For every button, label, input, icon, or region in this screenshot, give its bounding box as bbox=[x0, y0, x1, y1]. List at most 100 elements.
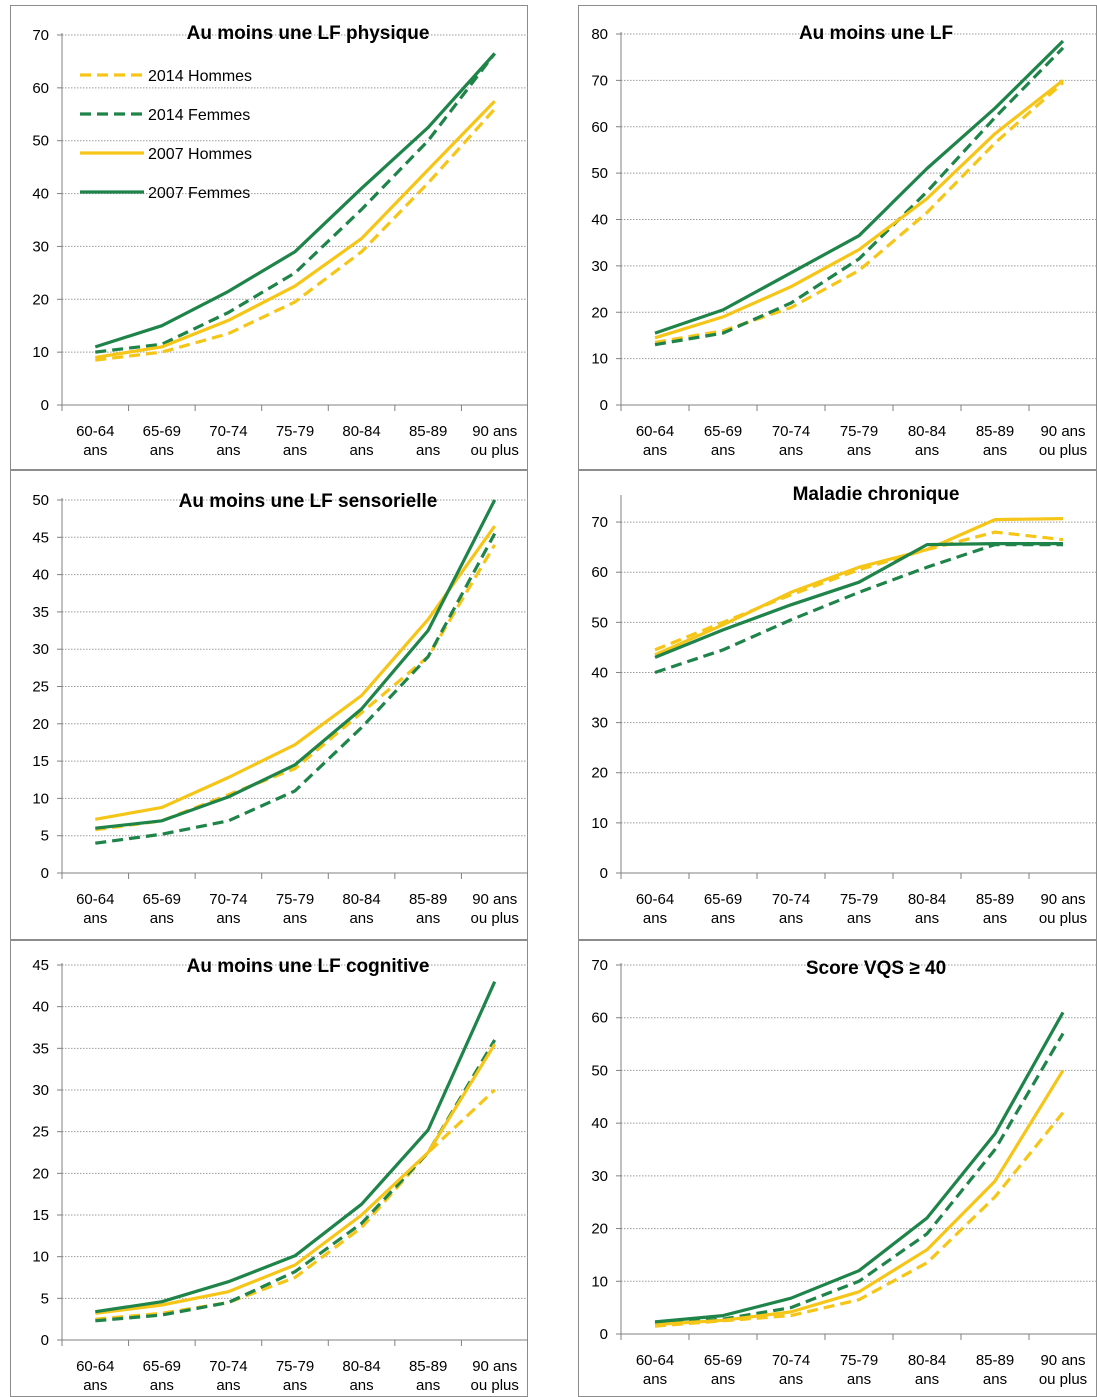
y-tick-label: 40 bbox=[32, 999, 49, 1016]
x-tick-label: 85-89 ans bbox=[976, 891, 1014, 927]
x-tick-label-line: ans bbox=[416, 910, 440, 927]
y-tick-label: 0 bbox=[41, 1332, 49, 1349]
x-tick-label: 65-69 ans bbox=[704, 1352, 742, 1388]
y-tick-label: 0 bbox=[600, 865, 608, 882]
x-tick-label-line: ans bbox=[779, 1371, 803, 1388]
x-tick-label-line: 85-89 bbox=[976, 423, 1014, 440]
x-tick-label: 85-89 ans bbox=[409, 1358, 447, 1394]
chart-panel: 0 10 20 30 40 50 60 70 60-64 ans 65-69 ans 70-74 ans 7… bbox=[578, 940, 1097, 1397]
x-tick-label-line: ans bbox=[283, 442, 307, 459]
x-tick-label-line: ans bbox=[150, 1377, 174, 1394]
x-tick-label-line: 75-79 bbox=[840, 423, 878, 440]
y-tick-label: 30 bbox=[591, 258, 608, 275]
x-tick-label-line: ou plus bbox=[1039, 442, 1087, 459]
x-tick-label: 60-64 ans bbox=[636, 891, 674, 927]
chart-panel: 0 10 20 30 40 50 60 70 60-64 ans 65-69 ans 70-74 ans 7… bbox=[10, 5, 528, 470]
x-tick-label-line: 85-89 bbox=[976, 1352, 1014, 1369]
x-tick-label: 65-69 ans bbox=[143, 891, 181, 927]
y-tick-label: 70 bbox=[32, 27, 49, 44]
x-tick-label: 70-74 ans bbox=[772, 423, 810, 459]
y-tick-label: 40 bbox=[32, 567, 49, 584]
x-tick-label-line: ans bbox=[915, 910, 939, 927]
x-tick-label: 90 ans ou plus bbox=[1039, 1352, 1087, 1388]
chart-title: Au moins une LF cognitive bbox=[187, 956, 430, 977]
x-tick-label-line: ans bbox=[150, 910, 174, 927]
y-tick-label: 20 bbox=[32, 1165, 49, 1182]
x-tick-label-line: ans bbox=[643, 442, 667, 459]
x-tick-label: 90 ans ou plus bbox=[1039, 891, 1087, 927]
y-tick-label: 45 bbox=[32, 529, 49, 546]
x-tick-label-line: 65-69 bbox=[143, 891, 181, 908]
x-tick-label-line: 85-89 bbox=[409, 1358, 447, 1375]
chart-svg: 0 10 20 30 40 50 60 70 80 60-64 ans 65-69 ans 70-74 an… bbox=[578, 5, 1097, 470]
x-tick-label: 65-69 ans bbox=[143, 423, 181, 459]
x-tick-label: 80-84 ans bbox=[908, 423, 946, 459]
x-tick-label: 80-84 ans bbox=[908, 1352, 946, 1388]
x-tick-label: 90 ans ou plus bbox=[1039, 423, 1087, 459]
y-tick-label: 15 bbox=[32, 753, 49, 770]
x-tick-label-line: 85-89 bbox=[409, 423, 447, 440]
x-tick-label: 70-74 ans bbox=[772, 1352, 810, 1388]
x-tick-label-line: 80-84 bbox=[342, 1358, 380, 1375]
x-tick-label-line: ou plus bbox=[471, 442, 519, 459]
x-tick-label: 75-79 ans bbox=[840, 423, 878, 459]
series-line bbox=[654, 530, 1064, 652]
x-tick-label: 70-74 ans bbox=[209, 891, 247, 927]
x-tick-label-line: 75-79 bbox=[276, 891, 314, 908]
x-tick-label-line: ans bbox=[779, 442, 803, 459]
x-tick-label-line: ou plus bbox=[1039, 1371, 1087, 1388]
x-tick-label-line: ans bbox=[150, 442, 174, 459]
series-line bbox=[95, 525, 497, 821]
series-line bbox=[94, 52, 496, 349]
x-tick-label-line: ans bbox=[349, 1377, 373, 1394]
chart-title: Au moins une LF physique bbox=[187, 23, 430, 44]
series-line bbox=[95, 1039, 497, 1323]
x-tick-label-line: 65-69 bbox=[704, 891, 742, 908]
chart-panel: 0 10 20 30 40 50 60 70 60-64 ans 65-69 ans 70-74 ans 7… bbox=[578, 470, 1097, 940]
y-tick-label: 60 bbox=[591, 119, 608, 136]
panel-border bbox=[578, 470, 1097, 940]
x-tick-label-line: ans bbox=[83, 1377, 107, 1394]
x-tick-label-line: 90 ans bbox=[1040, 1352, 1085, 1369]
x-tick-label-line: 90 ans bbox=[1040, 423, 1085, 440]
x-tick-label-line: 60-64 bbox=[636, 423, 674, 440]
y-tick-label: 45 bbox=[32, 957, 49, 974]
x-tick-label-line: ans bbox=[283, 910, 307, 927]
x-tick-label-line: 70-74 bbox=[772, 891, 810, 908]
chart-title: Maladie chronique bbox=[793, 484, 960, 505]
x-tick-label-line: ans bbox=[847, 910, 871, 927]
chart-panel: 0 5 10 15 20 25 30 35 40 45 60-64 ans 65-69 ans 70-74 a… bbox=[10, 940, 528, 1397]
x-tick-label-line: 60-64 bbox=[76, 1358, 114, 1375]
series-line bbox=[654, 1111, 1065, 1328]
y-tick-label: 60 bbox=[32, 80, 49, 97]
x-tick-label: 90 ans ou plus bbox=[471, 423, 519, 459]
x-tick-label-line: 75-79 bbox=[840, 891, 878, 908]
x-tick-label-line: ans bbox=[711, 910, 735, 927]
chart-title: Au moins une LF bbox=[799, 23, 953, 44]
y-tick-label: 0 bbox=[600, 1326, 608, 1343]
x-tick-label-line: 75-79 bbox=[840, 1352, 878, 1369]
x-tick-label-line: ans bbox=[349, 442, 373, 459]
y-tick-label: 10 bbox=[591, 815, 608, 832]
y-tick-label: 30 bbox=[591, 1168, 608, 1185]
x-tick-label-line: ans bbox=[416, 442, 440, 459]
x-tick-label-line: 75-79 bbox=[276, 423, 314, 440]
y-tick-label: 20 bbox=[591, 765, 608, 782]
chart-title: Au moins une LF sensorielle bbox=[179, 491, 438, 512]
x-tick-label-line: ans bbox=[983, 1371, 1007, 1388]
x-tick-label-line: ans bbox=[216, 442, 240, 459]
x-tick-label-line: 60-64 bbox=[76, 891, 114, 908]
x-tick-label-line: ans bbox=[643, 1371, 667, 1388]
series-line bbox=[95, 52, 496, 354]
y-tick-label: 30 bbox=[32, 1082, 49, 1099]
y-tick-label: 60 bbox=[591, 1010, 608, 1027]
x-tick-label: 60-64 ans bbox=[76, 891, 114, 927]
x-tick-label-line: 80-84 bbox=[342, 891, 380, 908]
y-tick-label: 40 bbox=[32, 186, 49, 203]
y-tick-label: 10 bbox=[32, 344, 49, 361]
y-tick-label: 5 bbox=[41, 828, 49, 845]
x-tick-label-line: 85-89 bbox=[409, 891, 447, 908]
y-tick-label: 10 bbox=[591, 351, 608, 368]
x-tick-label-line: 80-84 bbox=[908, 891, 946, 908]
